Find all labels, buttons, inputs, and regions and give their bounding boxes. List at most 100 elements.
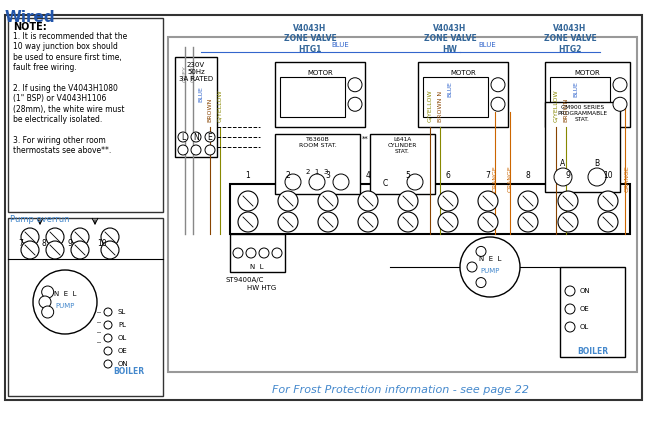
Circle shape	[460, 237, 520, 297]
Text: BROWN N: BROWN N	[437, 91, 443, 122]
Bar	[230, 184, 630, 234]
Circle shape	[491, 97, 505, 111]
Circle shape	[407, 174, 423, 190]
Bar	[545, 102, 620, 192]
Text: 10: 10	[97, 239, 107, 248]
Circle shape	[259, 248, 269, 258]
Circle shape	[318, 191, 338, 211]
Circle shape	[491, 78, 505, 92]
Circle shape	[518, 191, 538, 211]
Circle shape	[238, 212, 258, 232]
Text: SL: SL	[118, 309, 126, 315]
Text: N  E  L: N E L	[479, 256, 501, 262]
Bar	[560, 267, 625, 357]
Circle shape	[71, 241, 89, 259]
Circle shape	[478, 212, 498, 232]
Text: V4043H
ZONE VALVE
HW: V4043H ZONE VALVE HW	[424, 24, 476, 54]
Text: 8: 8	[42, 239, 47, 248]
Bar	[418, 62, 508, 127]
Circle shape	[278, 212, 298, 232]
Circle shape	[21, 228, 39, 246]
Circle shape	[467, 262, 477, 272]
Circle shape	[358, 191, 378, 211]
Circle shape	[309, 174, 325, 190]
Circle shape	[104, 308, 112, 316]
Circle shape	[178, 132, 188, 142]
Circle shape	[21, 241, 39, 259]
Text: 7: 7	[18, 239, 23, 248]
Circle shape	[104, 321, 112, 329]
Circle shape	[318, 212, 338, 232]
Circle shape	[348, 78, 362, 92]
Circle shape	[205, 132, 215, 142]
Text: V4043H
ZONE VALVE
HTG1: V4043H ZONE VALVE HTG1	[283, 24, 336, 54]
Text: 6: 6	[446, 171, 450, 180]
Circle shape	[178, 145, 188, 155]
Circle shape	[238, 191, 258, 211]
Text: 5: 5	[406, 171, 410, 180]
Circle shape	[398, 191, 418, 211]
Circle shape	[101, 228, 119, 246]
Text: BOILER: BOILER	[113, 368, 144, 376]
Bar	[8, 18, 163, 212]
Circle shape	[285, 174, 301, 190]
Circle shape	[565, 304, 575, 314]
Text: 8: 8	[525, 171, 531, 180]
Text: GREY: GREY	[182, 65, 188, 82]
Text: 10: 10	[603, 171, 613, 180]
Bar	[175, 57, 217, 157]
Text: L641A
CYLINDER
STAT.: L641A CYLINDER STAT.	[388, 137, 417, 154]
Text: BROWN: BROWN	[208, 97, 212, 122]
Text: G/YELLOW: G/YELLOW	[217, 89, 223, 122]
Text: **: **	[362, 136, 369, 142]
Circle shape	[104, 360, 112, 368]
Text: Wired: Wired	[5, 10, 56, 25]
Circle shape	[438, 191, 458, 211]
Text: OE: OE	[580, 306, 590, 312]
Circle shape	[191, 145, 201, 155]
Circle shape	[46, 228, 64, 246]
Circle shape	[518, 212, 538, 232]
Bar	[168, 37, 637, 372]
Circle shape	[101, 241, 119, 259]
Text: For Frost Protection information - see page 22: For Frost Protection information - see p…	[272, 385, 529, 395]
Text: ORANGE: ORANGE	[507, 165, 512, 192]
Circle shape	[478, 191, 498, 211]
Circle shape	[398, 212, 418, 232]
Circle shape	[613, 78, 627, 92]
Circle shape	[46, 241, 64, 259]
Circle shape	[71, 228, 89, 246]
Circle shape	[476, 278, 486, 287]
Bar	[100, 297, 158, 377]
Circle shape	[558, 191, 578, 211]
Circle shape	[565, 322, 575, 332]
Text: 1. It is recommended that the
10 way junction box should
be used to ensure first: 1. It is recommended that the 10 way jun…	[13, 32, 127, 155]
Circle shape	[598, 191, 618, 211]
Bar	[275, 62, 365, 127]
Text: 7: 7	[485, 171, 490, 180]
Text: ORANGE: ORANGE	[492, 165, 498, 192]
Text: Pump overrun: Pump overrun	[10, 215, 69, 224]
Text: NOTE:: NOTE:	[13, 22, 47, 32]
Text: N: N	[193, 133, 199, 141]
Text: MOTOR: MOTOR	[575, 70, 600, 76]
Text: BLUE: BLUE	[478, 42, 496, 48]
Circle shape	[104, 347, 112, 355]
Bar	[545, 62, 630, 127]
Text: A: A	[560, 160, 565, 168]
Text: ST9400A/C: ST9400A/C	[225, 277, 263, 283]
Circle shape	[598, 212, 618, 232]
Text: BROWN: BROWN	[564, 97, 569, 122]
Text: ORANGE: ORANGE	[624, 165, 630, 192]
Text: C: C	[382, 179, 388, 189]
Text: PUMP: PUMP	[480, 268, 499, 274]
Text: HW HTG: HW HTG	[247, 285, 276, 291]
Circle shape	[205, 145, 215, 155]
Text: BLUE: BLUE	[331, 42, 349, 48]
Text: BLUE: BLUE	[573, 81, 578, 97]
Text: CM900 SERIES
PROGRAMMABLE
STAT.: CM900 SERIES PROGRAMMABLE STAT.	[558, 105, 608, 122]
Text: 2: 2	[285, 171, 291, 180]
Text: 3: 3	[325, 171, 331, 180]
Circle shape	[278, 191, 298, 211]
Text: ON: ON	[580, 288, 591, 294]
